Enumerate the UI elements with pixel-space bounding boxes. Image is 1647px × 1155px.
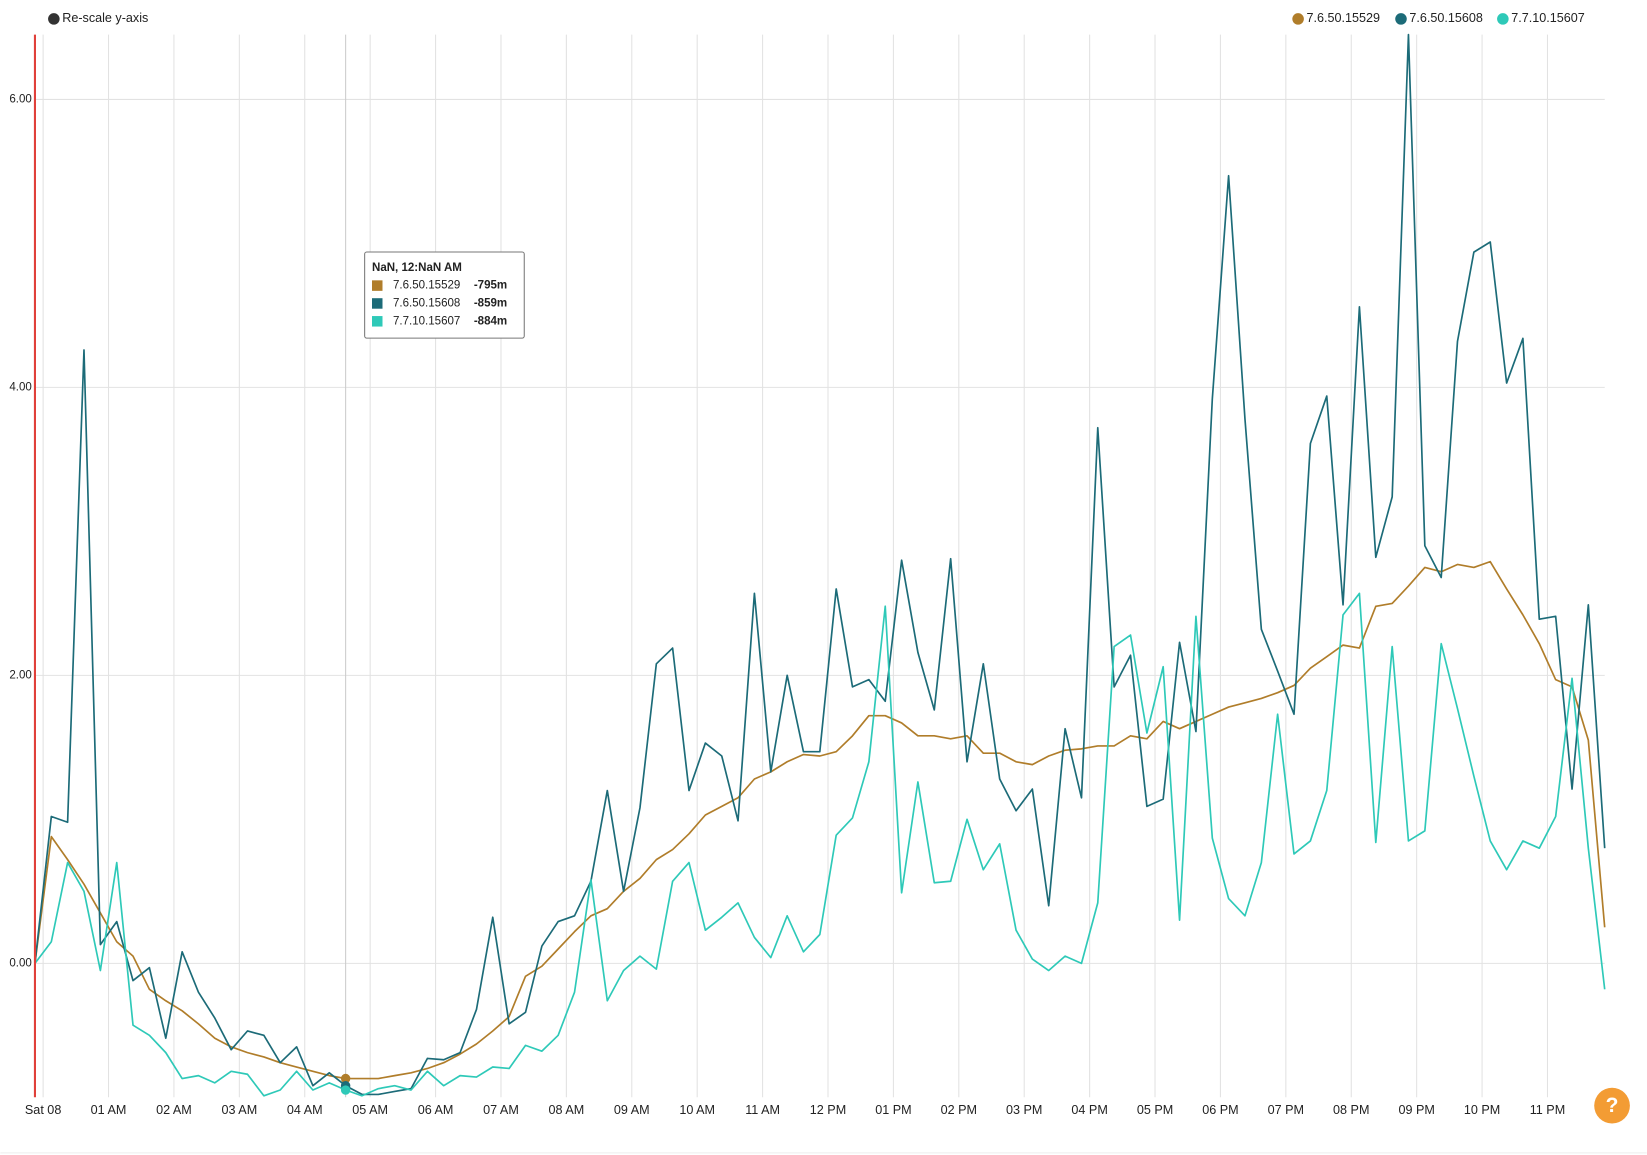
tooltip-name: 7.6.50.15529 <box>393 280 460 292</box>
x-tick-label: 04 AM <box>287 1103 323 1117</box>
x-tick-label: 02 PM <box>941 1103 977 1117</box>
y-tick-label: 6.00 <box>9 93 31 105</box>
x-tick-label: 05 PM <box>1137 1103 1173 1117</box>
tooltip-title: NaN, 12:NaN AM <box>372 262 462 274</box>
x-tick-label: Sat 08 <box>25 1103 61 1117</box>
legend-item[interactable]: 7.6.50.15529 <box>1292 11 1380 25</box>
tooltip-swatch <box>372 280 383 291</box>
x-tick-label: 07 AM <box>483 1103 519 1117</box>
tooltip-swatch <box>372 316 383 327</box>
tooltip-value: -859m <box>474 297 507 309</box>
tooltip-name: 7.6.50.15608 <box>393 297 460 309</box>
rescale-dot[interactable] <box>48 13 60 25</box>
x-tick-label: 11 AM <box>745 1103 780 1117</box>
x-tick-label: 10 AM <box>679 1103 715 1117</box>
x-tick-label: 02 AM <box>156 1103 192 1117</box>
legend-dot[interactable] <box>1497 13 1509 25</box>
x-tick-label: 08 AM <box>549 1103 585 1117</box>
series-line <box>34 33 1606 1096</box>
x-tick-label: 04 PM <box>1071 1103 1107 1117</box>
x-tick-label: 12 PM <box>810 1103 846 1117</box>
x-tick-label: 10 PM <box>1464 1103 1500 1117</box>
hover-marker <box>340 1085 351 1095</box>
rescale-label[interactable]: Re-scale y-axis <box>62 11 148 25</box>
x-tick-label: 06 AM <box>418 1103 454 1117</box>
legend-label[interactable]: 7.6.50.15608 <box>1409 11 1483 25</box>
legend-dot[interactable] <box>1395 13 1407 25</box>
x-tick-label: 09 AM <box>614 1103 650 1117</box>
y-tick-label: 2.00 <box>9 669 31 681</box>
x-tick-label: 01 PM <box>875 1103 911 1117</box>
legend-item[interactable]: 7.7.10.15607 <box>1497 11 1585 25</box>
tooltip-swatch <box>372 298 383 309</box>
x-tick-label: 03 AM <box>221 1103 257 1117</box>
x-tick-label: 05 AM <box>352 1103 388 1117</box>
hover-marker <box>340 1073 351 1084</box>
y-tick-label: 4.00 <box>9 381 31 393</box>
help-button[interactable]: ? <box>1594 1087 1630 1124</box>
x-tick-label: 06 PM <box>1202 1103 1238 1117</box>
y-tick-label: 0.00 <box>9 957 31 969</box>
series-line <box>34 592 1606 1097</box>
x-tick-label: 03 PM <box>1006 1103 1042 1117</box>
tooltip-value: -795m <box>474 280 507 292</box>
legend-item[interactable]: 7.6.50.15608 <box>1395 11 1483 25</box>
help-circle[interactable] <box>1594 1087 1630 1124</box>
legend-label[interactable]: 7.7.10.15607 <box>1511 11 1585 25</box>
tooltip-name: 7.7.10.15607 <box>393 315 460 327</box>
tooltip: NaN, 12:NaN AM 7.6.50.15529 -795m 7.6.50.15… <box>364 251 525 339</box>
x-tick-label: 07 PM <box>1268 1103 1304 1117</box>
rescale-button[interactable]: Re-scale y-axis <box>48 11 148 25</box>
tooltip-box <box>364 251 525 339</box>
x-tick-label: 09 PM <box>1398 1103 1434 1117</box>
x-tick-label: 01 AM <box>91 1103 127 1117</box>
help-label[interactable]: ? <box>1606 1094 1619 1117</box>
tooltip-value: -884m <box>474 315 507 327</box>
legend-dot[interactable] <box>1292 13 1304 25</box>
series-line <box>34 560 1606 1080</box>
legend-label[interactable]: 7.6.50.15529 <box>1307 11 1381 25</box>
x-tick-label: 08 PM <box>1333 1103 1369 1117</box>
x-tick-label: 11 PM <box>1530 1103 1565 1117</box>
